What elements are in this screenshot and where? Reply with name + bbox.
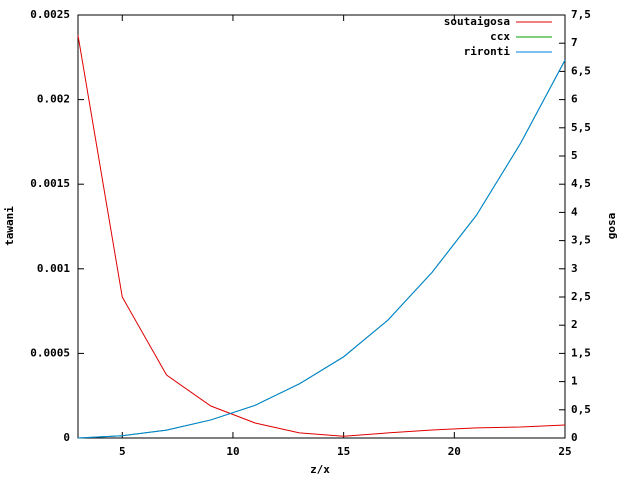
y2-tick-label: 0,5 (571, 403, 591, 416)
y-tick-label: 0 (63, 431, 70, 444)
y2-tick-label: 0 (571, 431, 578, 444)
series-line (77, 59, 566, 439)
y-tick-label: 0.0005 (30, 346, 70, 359)
x-tick-label: 10 (226, 445, 239, 458)
legend-label: rironti (464, 45, 511, 58)
y2-tick-label: 6 (571, 93, 578, 106)
y2-tick-label: 5 (571, 149, 578, 162)
y2-tick-label: 2 (571, 318, 578, 331)
y-tick-label: 0.0025 (30, 8, 70, 21)
x-tick-label: 5 (119, 445, 126, 458)
series-line (77, 35, 566, 437)
series-line (77, 59, 566, 439)
y2-tick-label: 1,5 (571, 346, 591, 359)
y2-tick-label: 3,5 (571, 234, 591, 247)
plot-frame (77, 14, 566, 439)
y2-tick-label: 2,5 (571, 290, 591, 303)
y2-tick-label: 7,5 (571, 8, 591, 21)
y-tick-label: 0.001 (37, 262, 70, 275)
x-tick-label: 20 (448, 445, 461, 458)
y-axis-label: tawani (3, 206, 16, 246)
x-tick-label: 15 (337, 445, 350, 458)
y2-tick-label: 6,5 (571, 64, 591, 77)
legend-label: soutaigosa (444, 15, 510, 28)
legend-label: ccx (490, 30, 510, 43)
x-axis-label: z/x (310, 463, 330, 476)
y2-axis-label: gosa (605, 213, 618, 240)
y2-tick-label: 4 (571, 205, 578, 218)
y2-tick-label: 1 (571, 375, 578, 388)
y2-tick-label: 3 (571, 262, 578, 275)
x-tick-label: 25 (558, 445, 571, 458)
y2-tick-label: 7 (571, 36, 578, 49)
y2-tick-label: 5,5 (571, 121, 591, 134)
y-tick-label: 0.002 (37, 93, 70, 106)
y-tick-label: 0.0015 (30, 177, 70, 190)
y2-tick-label: 4,5 (571, 177, 591, 190)
